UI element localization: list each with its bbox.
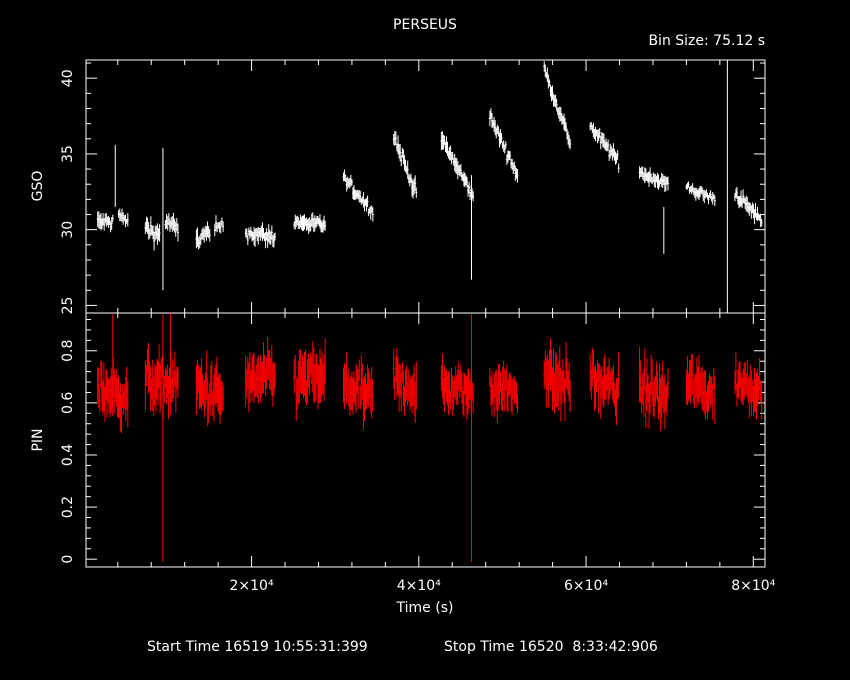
gso-points [96,60,763,313]
chart-title: PERSEUS [393,17,457,33]
pin-y-tick-label: 0.4 [60,444,76,466]
pin-y-tick-label: 0.2 [60,496,76,518]
gso-y-tick-label: 35 [60,145,76,163]
gso-y-tick-label: 30 [60,221,76,239]
gso-y-tick-label: 25 [60,297,76,315]
x-tick-label: 8×10⁴ [731,578,775,594]
pin-y-tick-label: 0 [60,555,76,564]
gso-panel: 25 30 35 40 GSO [30,59,766,314]
x-axis-label: Time (s) [396,600,454,616]
gso-y-tick-label: 40 [60,69,76,87]
x-tick-label: 4×10⁴ [397,578,441,594]
pin-axis-ticks: 0 0.2 0.4 0.6 0.8 2×10⁴ 4×10⁴ 6×10⁴ 8×10⁴ [60,313,776,594]
bin-size-label: Bin Size: 75.12 s [648,33,765,49]
gso-data [96,60,763,313]
stop-time: Stop Time 16520 8:33:42:906 [444,639,658,655]
pin-data [96,314,763,562]
x-tick-label: 2×10⁴ [230,578,274,594]
gso-axis-label: GSO [30,171,46,202]
pin-panel: 0 0.2 0.4 0.6 0.8 2×10⁴ 4×10⁴ 6×10⁴ 8×10⁴ PIN [30,312,776,594]
pin-axis-label: PIN [30,428,46,451]
gso-axis-ticks: 25 30 35 40 [60,60,765,314]
pin-points [96,314,763,562]
pin-y-tick-label: 0.6 [60,392,76,414]
pin-panel-frame [85,312,766,568]
pin-y-tick-label: 0.8 [60,340,76,362]
start-time: Start Time 16519 10:55:31:399 [147,639,368,655]
x-tick-label: 6×10⁴ [564,578,608,594]
